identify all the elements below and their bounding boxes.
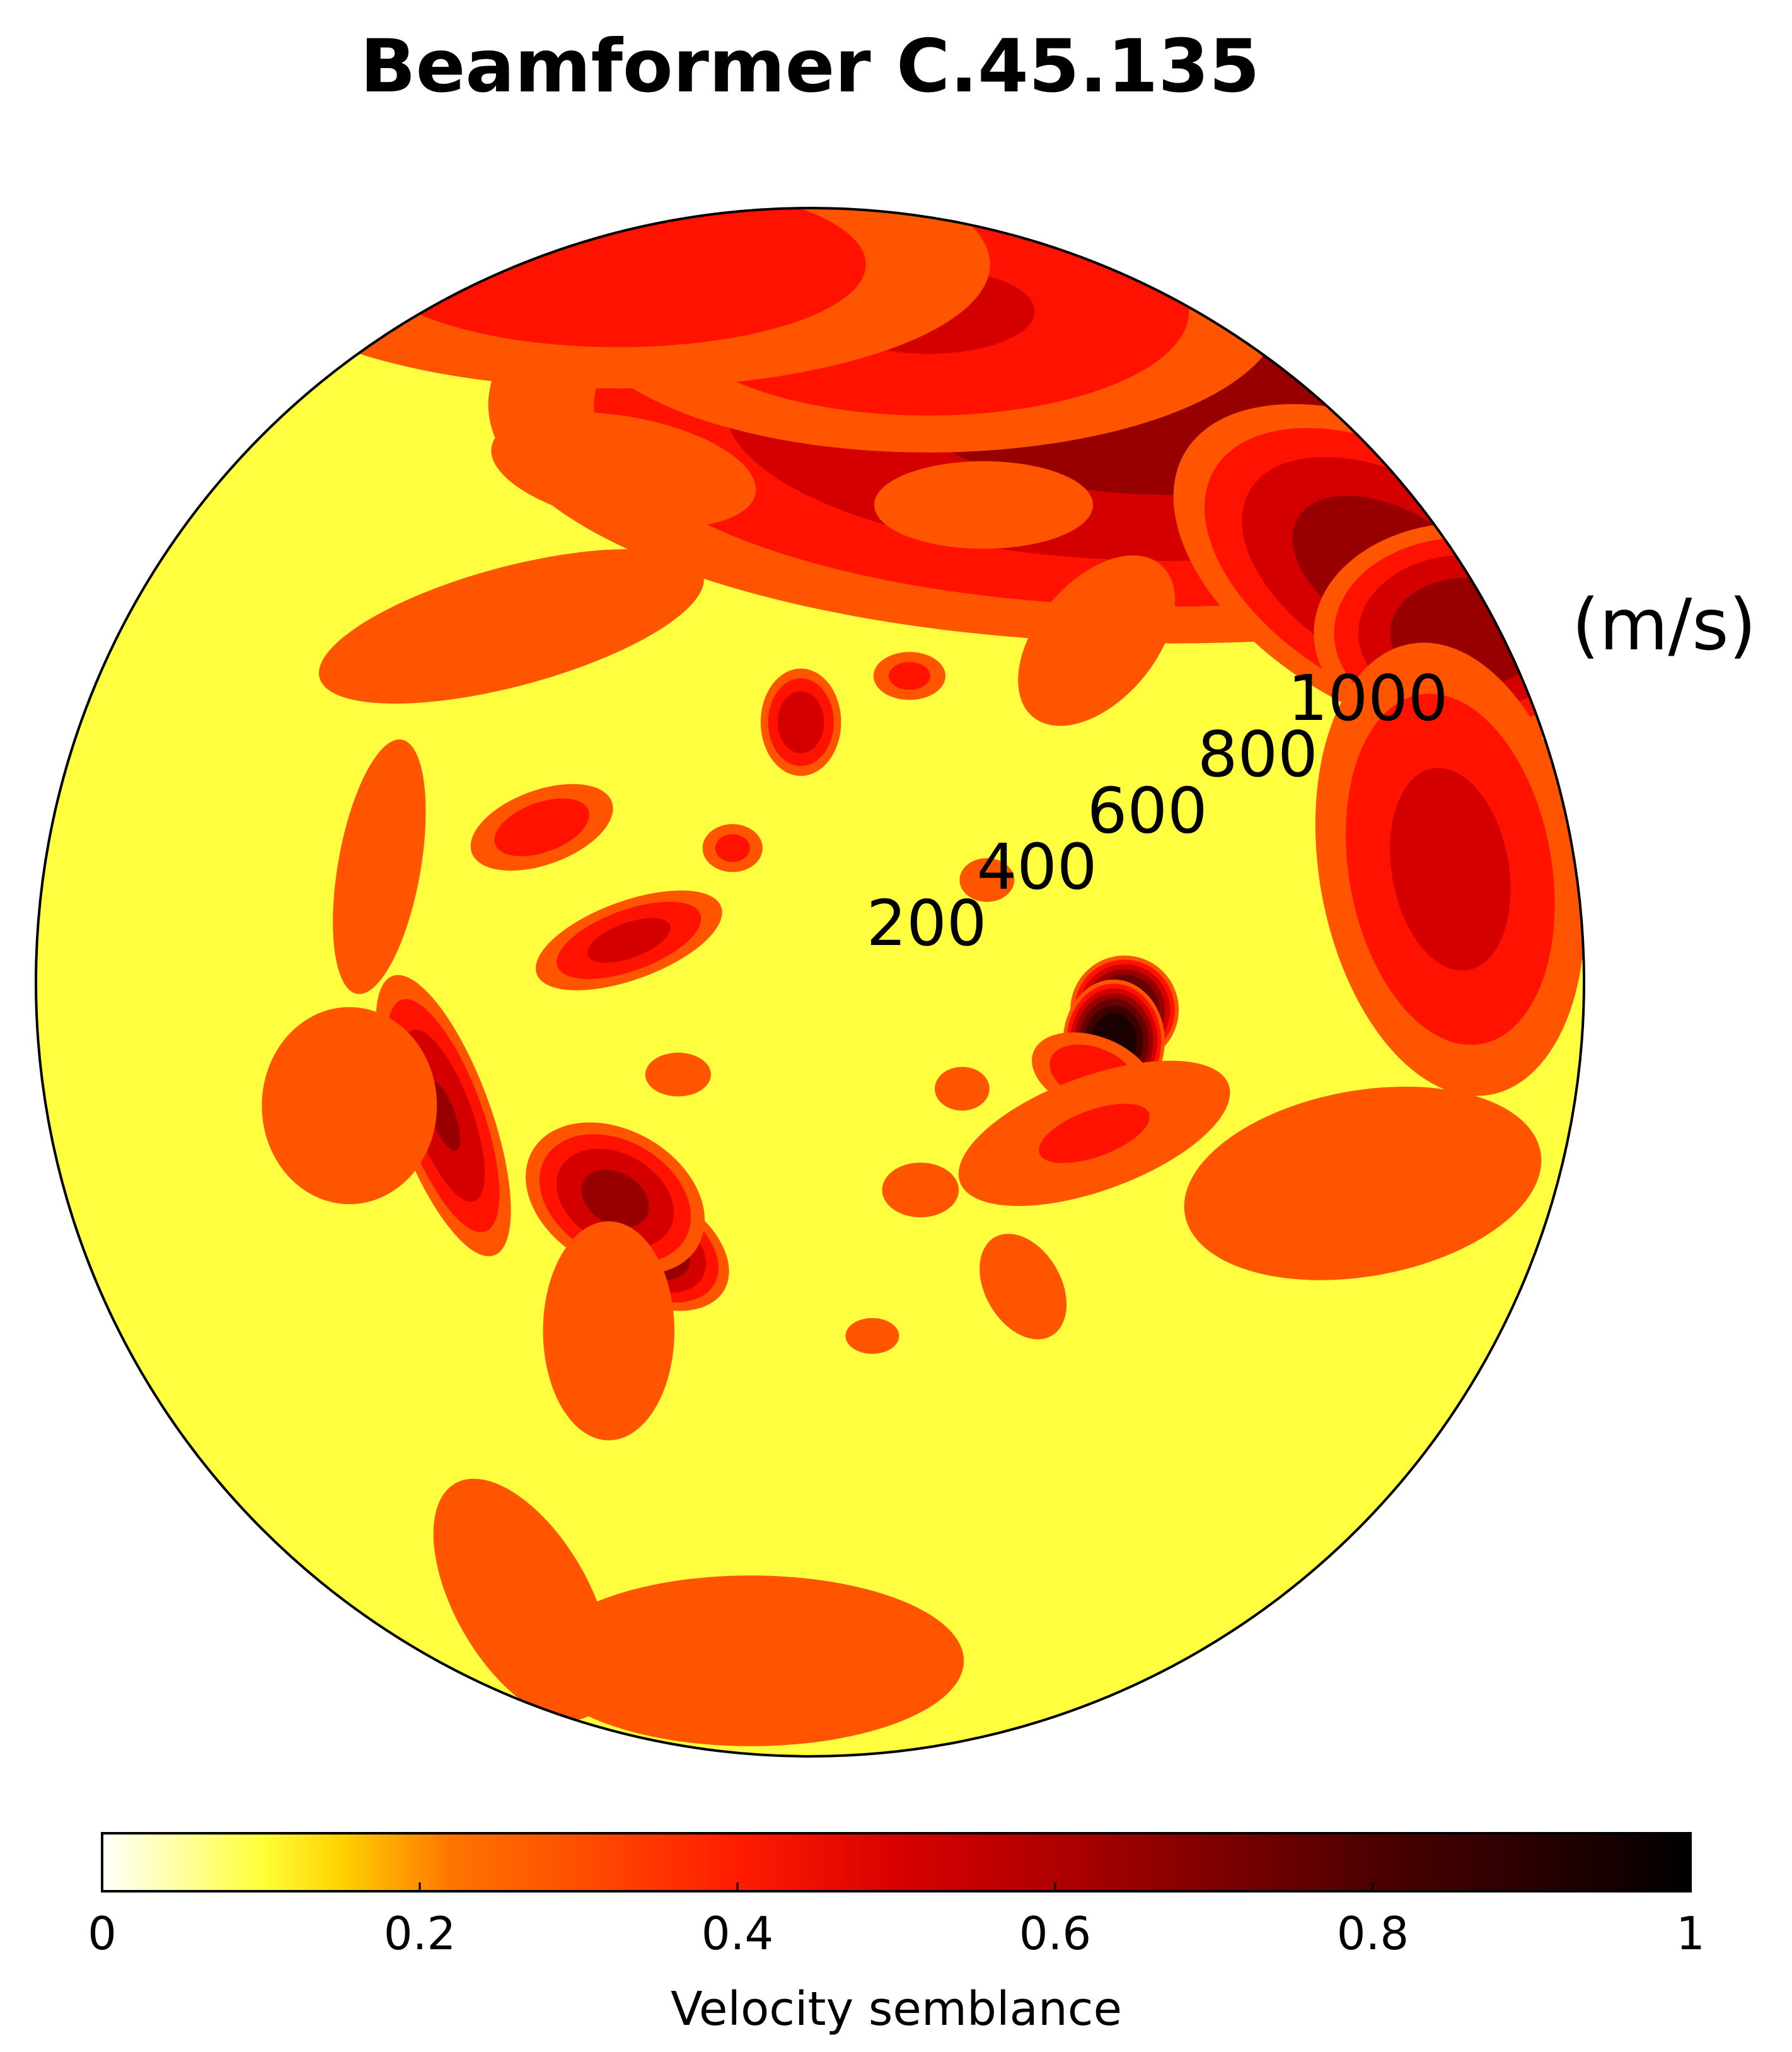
radial-tick-label: 800 — [1198, 717, 1318, 791]
contour-level-0.4 — [587, 918, 671, 963]
contour-blob-28 — [702, 824, 763, 872]
contour-blob-33 — [935, 1067, 990, 1111]
polar-frame — [35, 207, 1585, 1758]
contour-blob-32 — [645, 1052, 711, 1097]
radial-tick-label: 600 — [1087, 774, 1208, 847]
contour-blob-4 — [245, 208, 990, 389]
contour-level-0.2 — [1018, 555, 1176, 726]
radial-unit-label: (m/s) — [1572, 584, 1757, 666]
contour-blob-11 — [980, 1234, 1067, 1340]
contour-level-0.3 — [1039, 1103, 1150, 1163]
colorbar-tick-label: 0.8 — [1337, 1907, 1409, 1960]
contour-level-0.3 — [888, 662, 930, 690]
colorbar-tick-label: 1 — [1676, 1907, 1705, 1960]
contour-level-0.2 — [845, 1318, 899, 1354]
contour-level-0.2 — [980, 1234, 1067, 1340]
contour-blob-15 — [525, 1122, 705, 1275]
contour-blob-10 — [1184, 1086, 1542, 1280]
contour-blob-26 — [874, 461, 1094, 549]
contour-blob-12 — [537, 1575, 964, 1746]
contour-blob-21 — [470, 784, 613, 871]
contour-level-0.3 — [715, 834, 750, 862]
contour-blob-5 — [1315, 642, 1584, 1096]
contour-level-0.2 — [433, 1478, 611, 1721]
contour-level-0.2 — [262, 1007, 437, 1205]
colorbar-gradient — [101, 1832, 1692, 1893]
contour-level-0.2 — [537, 1575, 964, 1746]
radial-tick-label: 1000 — [1288, 661, 1448, 735]
colorbar-tick-label: 0.6 — [1019, 1907, 1092, 1960]
colorbar-tick-label: 0 — [88, 1907, 117, 1960]
contour-level-0.2 — [333, 739, 426, 994]
radial-tick-label: 200 — [867, 886, 987, 960]
contour-level-0.2 — [1184, 1086, 1542, 1280]
contour-blob-13 — [433, 1478, 611, 1721]
contour-level-0.2 — [318, 549, 704, 704]
contour-blob-16 — [543, 1221, 674, 1440]
contour-blob-9 — [958, 1060, 1230, 1207]
colorbar-label: Velocity semblance — [671, 1982, 1122, 2036]
contour-level-0.4 — [777, 691, 824, 753]
radial-tick-label: 400 — [977, 830, 1097, 904]
colorbar: 0 0.2 0.4 0.6 0.8 1 Velocity semblance — [88, 1832, 1705, 2036]
contour-blob-22 — [318, 549, 704, 704]
contour-level-0.2 — [882, 1162, 959, 1217]
contour-level-0.2 — [935, 1067, 990, 1111]
contour-level-0.2 — [543, 1221, 674, 1440]
contour-level-0.2 — [491, 412, 756, 528]
contour-blob-20 — [535, 890, 722, 990]
contour-blob-18 — [262, 1007, 437, 1205]
contour-blob-23 — [491, 412, 756, 528]
chart-title: Beamformer C.45.135 — [360, 24, 1260, 109]
contour-blob-29 — [882, 1162, 959, 1217]
contour-level-0.2 — [959, 858, 1015, 902]
contour-level-0.5 — [581, 1169, 649, 1227]
contour-blob-19 — [333, 739, 426, 994]
colorbar-ticks: 0 0.2 0.4 0.6 0.8 1 — [88, 1882, 1705, 1960]
contour-level-0.2 — [874, 461, 1094, 549]
contour-blob-31 — [959, 858, 1015, 902]
contour-level-0.3 — [494, 798, 589, 857]
colorbar-tick-label: 0.2 — [384, 1907, 456, 1960]
contour-blob-24 — [760, 668, 841, 776]
contour-blob-30 — [845, 1318, 899, 1354]
colorbar-tick-label: 0.4 — [702, 1907, 774, 1960]
contour-level-0.4 — [1390, 768, 1511, 971]
contour-blob-25 — [873, 652, 945, 700]
contour-level-0.2 — [645, 1052, 711, 1097]
contour-blob-27 — [1018, 555, 1176, 726]
contour-level-0.3 — [369, 208, 866, 347]
